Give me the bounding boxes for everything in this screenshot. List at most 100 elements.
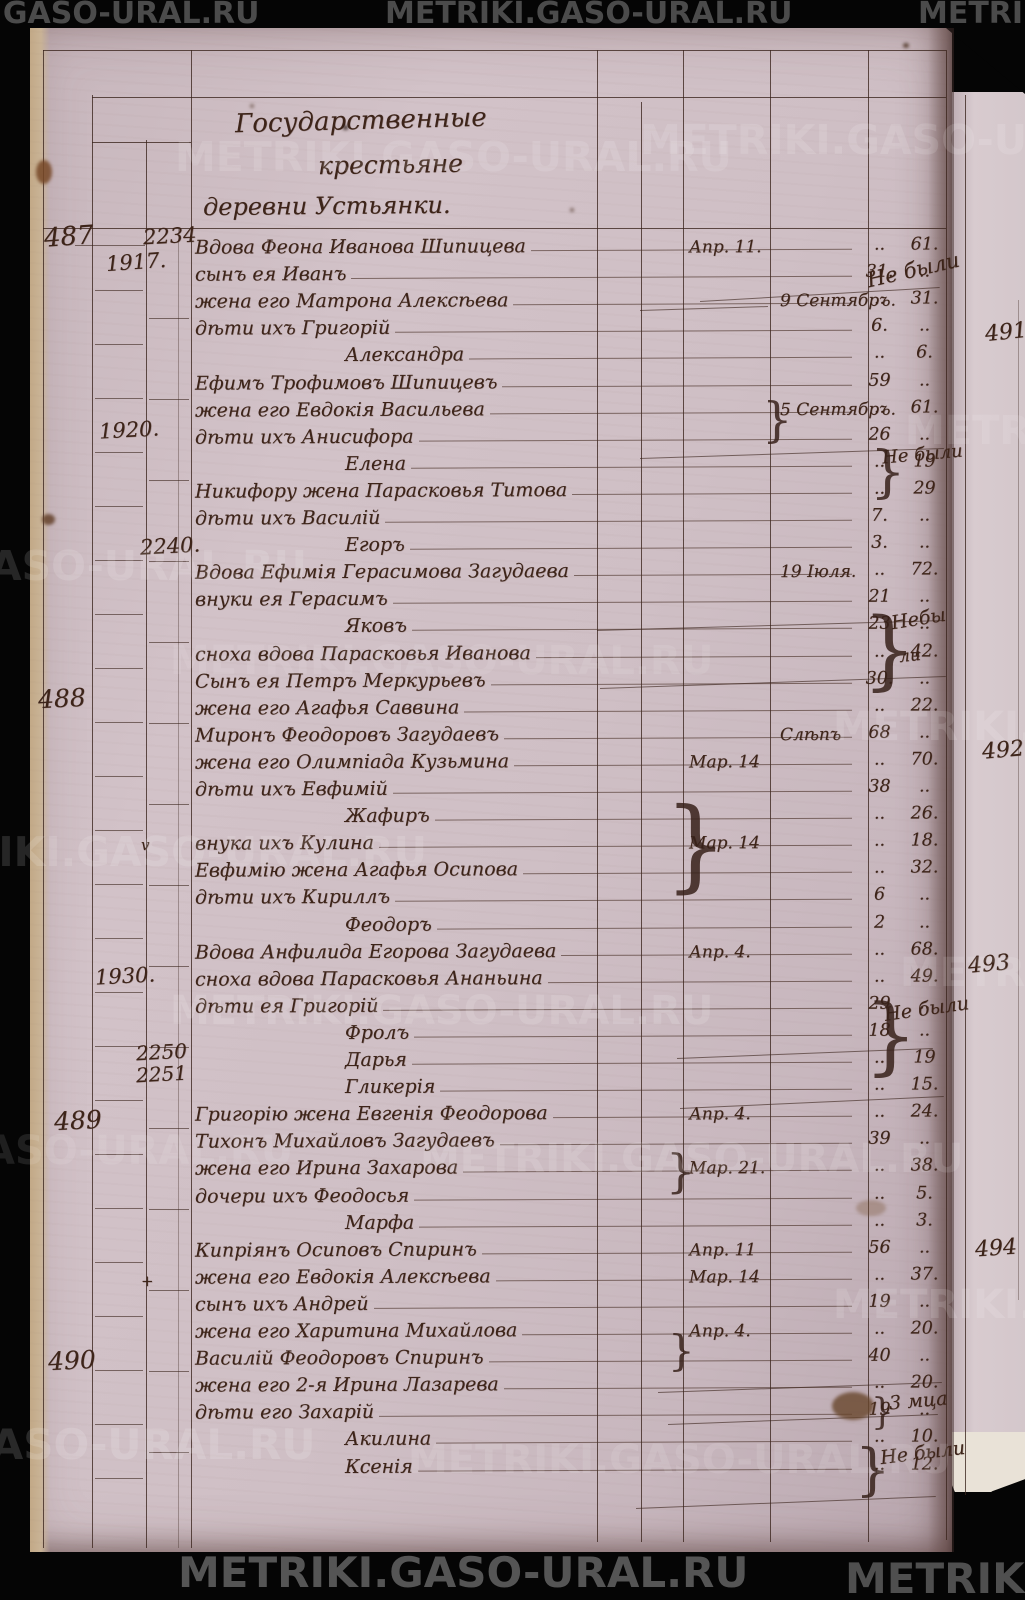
female-age-value: 29 [913,478,936,499]
person-name: Гликерія [344,1075,436,1099]
ink-leader [495,1278,853,1282]
female-age-value: 5. [916,1182,933,1203]
confession-date-note: Мар. 14 [688,1266,760,1288]
revision-number: 1920. [98,416,160,444]
entry-number: 2234 [142,222,198,250]
table-row-rule [92,97,946,99]
female-age-value: 3. [916,1210,933,1231]
watermark-text: METRIKI.GASO-URAL.RU [833,1282,1025,1328]
group-separator-dash [149,642,189,644]
table-row: жена его 2-я Ирина Лазарева.. 20. [195,1369,947,1399]
group-separator-dash [95,614,143,616]
watermark-text: METRIKI.GASO-URAL.RU [833,704,1025,750]
group-separator-dash [149,804,189,806]
stain-mark [36,160,52,184]
group-separator-dash [95,560,143,562]
table-row: внуки ея Герасимъ 21.. [195,583,947,613]
group-separator-dash [149,1047,189,1049]
table-row: Дарья.. 19 [195,1043,947,1073]
table-row: дѣти ихъ Григорій 6... [195,312,947,342]
table-column-rule [146,140,148,1548]
table-row: Яковъ 23.. [195,610,947,640]
scan-background [952,1492,1025,1600]
confession-date-note: Апр. 11. [688,237,762,258]
table-row: дочери ихъ Феодосья.. 5. [195,1179,947,1209]
adjacent-page-number: 494 [974,1234,1018,1263]
ink-leader [411,628,853,632]
group-separator-dash [149,1290,189,1292]
group-separator-dash [149,480,189,482]
group-separator-dash [95,344,143,346]
group-separator-dash [95,1262,143,1264]
confession-date-note: 19 Іюля. [779,561,857,583]
ink-leader [572,492,853,495]
watermark-text: METRIKI.GASO-URAL.RU [170,988,714,1034]
table-row: Александра.. 6. [195,339,947,369]
table-row: Вдова Анфилида Егорова Загудаева.. 68. Апр… [195,935,947,965]
group-separator-dash [149,1371,189,1373]
confession-date-note: Апр. 4. [688,1321,751,1342]
table-row: дѣти ихъ Василій 7... [195,501,947,531]
group-separator-dash [95,1370,143,1372]
confession-date-note: 9 Сентябръ. [779,290,896,312]
brace-mark: } [864,986,918,1084]
ink-leader [436,926,853,930]
table-row: Феодоръ 2.. [195,908,947,938]
group-separator-dash [95,290,143,292]
ink-leader [464,709,853,713]
table-column-rule [868,50,870,1542]
table-column-rule [597,50,599,1542]
ink-leader [419,1224,853,1228]
table-row: дѣти ихъ Анисифора 26.. [195,420,947,450]
person-name: жена его Олимпіада Кузьмина [194,750,510,774]
group-separator-dash [95,1154,143,1156]
female-age-value: 26. [910,803,939,824]
group-separator-dash [149,318,189,320]
brace-mark: } [862,600,917,700]
ink-leader [503,1386,853,1390]
adjacent-page-number: 491 [983,317,1025,348]
male-age-value: .. [873,803,886,824]
person-name: дѣти ихъ Кириллъ [194,886,391,910]
stain-mark [343,125,348,130]
person-name: дочери ихъ Феодосья [194,1184,410,1208]
ink-leader [385,519,853,523]
book-gutter-shadow [928,28,954,1552]
male-age-value: .. [873,559,886,580]
watermark-text: METRIKI.GASO-URAL.RU [0,1420,316,1469]
group-separator-dash [95,1208,143,1210]
person-name: Жафиръ [344,804,430,828]
confession-date-note: Апр. 4. [688,1104,751,1125]
group-separator-dash [95,938,143,940]
male-age-value: .. [873,749,886,770]
watermark-text: METRIKI.GASO-URAL.RU [640,116,1025,164]
person-name: Яковъ [344,615,407,638]
female-age-value: 24. [910,1101,939,1122]
table-column-rule [191,50,193,1548]
group-separator-dash [95,1046,143,1048]
ink-leader [434,817,853,821]
table-row: жена его Матрона Алексѣева.. 31. 9 Сентябр… [195,285,947,315]
table-row: Григорію жена Евгенія Феодорова.. 24. Апр.… [195,1098,947,1128]
brace-mark: } [664,786,728,903]
adjacent-page-rule [1018,300,1020,1300]
group-separator-dash [95,452,143,454]
person-name: Григорію жена Евгенія Феодорова [194,1102,548,1126]
table-row: Вдова Ефимія Герасимова Загудаева.. 72. 19… [195,556,947,586]
table-column-rule [92,95,94,1548]
male-age-value: .. [873,1101,886,1122]
entry-number: 2251 [135,1060,188,1088]
male-age-value: .. [873,939,886,960]
group-separator-dash [149,885,189,887]
group-separator-dash [149,399,189,401]
watermark-text: METRIKI.GASO-URAL.RU [178,1548,749,1597]
confession-date-note: Апр. 11 [688,1239,757,1261]
ink-leader [392,601,853,605]
person-name: жена его Евдокія Алексѣева [194,1265,491,1289]
person-name: Никифору жена Парасковья Титова [194,478,568,503]
group-separator-dash [95,884,143,886]
watermark-text: METRIKI.GASO-URAL.RU [0,1128,294,1174]
group-separator-dash [95,1316,143,1318]
group-separator-dash [149,723,189,725]
table-row: Гликерія.. 15. [195,1070,947,1100]
